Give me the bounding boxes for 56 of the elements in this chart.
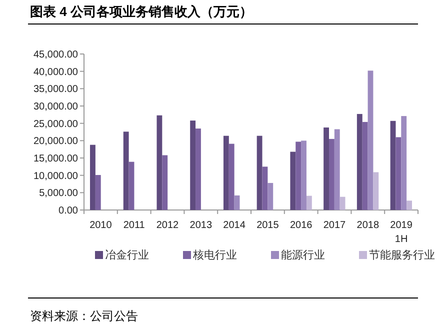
y-tick-label: 25,000.00 (34, 118, 78, 130)
bar (228, 144, 234, 210)
bar (356, 114, 362, 210)
x-tick-label: 2013 (190, 220, 212, 231)
y-tick-label: 40,000.00 (34, 66, 78, 78)
bar (401, 116, 407, 210)
x-tick-label: 2015 (256, 220, 280, 231)
bar (368, 70, 374, 210)
legend-label: 冶金行业 (105, 248, 149, 262)
y-tick-label: 5,000.00 (39, 188, 78, 200)
bar (390, 120, 396, 210)
bar (328, 138, 334, 210)
bar (301, 140, 306, 210)
bar (406, 200, 412, 210)
x-tick-label: 2017 (323, 220, 346, 231)
bar (334, 129, 340, 210)
bar (190, 120, 196, 210)
y-tick-label: 45,000.00 (34, 50, 78, 60)
bar (296, 142, 302, 210)
bar (90, 144, 96, 210)
y-tick-label: 35,000.00 (34, 84, 78, 96)
y-tick-label: 0.00 (58, 206, 78, 216)
y-tick-label: 30,000.00 (34, 102, 78, 112)
x-tick-label: 2016 (290, 220, 313, 231)
legend-label: 节能服务行业 (369, 248, 435, 262)
bar (234, 195, 240, 210)
bar (128, 162, 134, 210)
chart-title: 图表 4 公司各项业务销售收入（万元） (30, 4, 252, 19)
x-tick-label: 2018 (356, 220, 380, 231)
x-tick-label: 2012 (156, 220, 180, 231)
y-tick-label: 20,000.00 (34, 136, 78, 148)
x-tick-label: 2010 (90, 220, 112, 231)
bar (373, 172, 379, 210)
bar (396, 137, 402, 210)
bar (95, 174, 101, 210)
bar (362, 122, 368, 210)
bar (123, 132, 129, 210)
x-tick-label: 2011 (123, 220, 146, 231)
bar (290, 152, 296, 210)
bar (324, 127, 329, 210)
text: 资料来源：公司公告 (30, 309, 138, 323)
x-tick-label: 2019 1H (390, 220, 413, 245)
bar (268, 182, 274, 210)
bar (306, 196, 312, 210)
y-tick-label: 15,000.00 (34, 154, 78, 164)
bar (196, 128, 201, 210)
y-tick-label: 10,000.00 (34, 170, 78, 182)
legend-label: 能源行业 (281, 248, 325, 262)
x-tick-label: 2014 (223, 220, 246, 231)
bar (256, 136, 262, 210)
bar (223, 136, 229, 210)
bar (162, 155, 168, 210)
bar (262, 166, 268, 210)
legend-label: 核电行业 (192, 248, 237, 262)
bar (156, 115, 162, 210)
bar (340, 196, 346, 210)
